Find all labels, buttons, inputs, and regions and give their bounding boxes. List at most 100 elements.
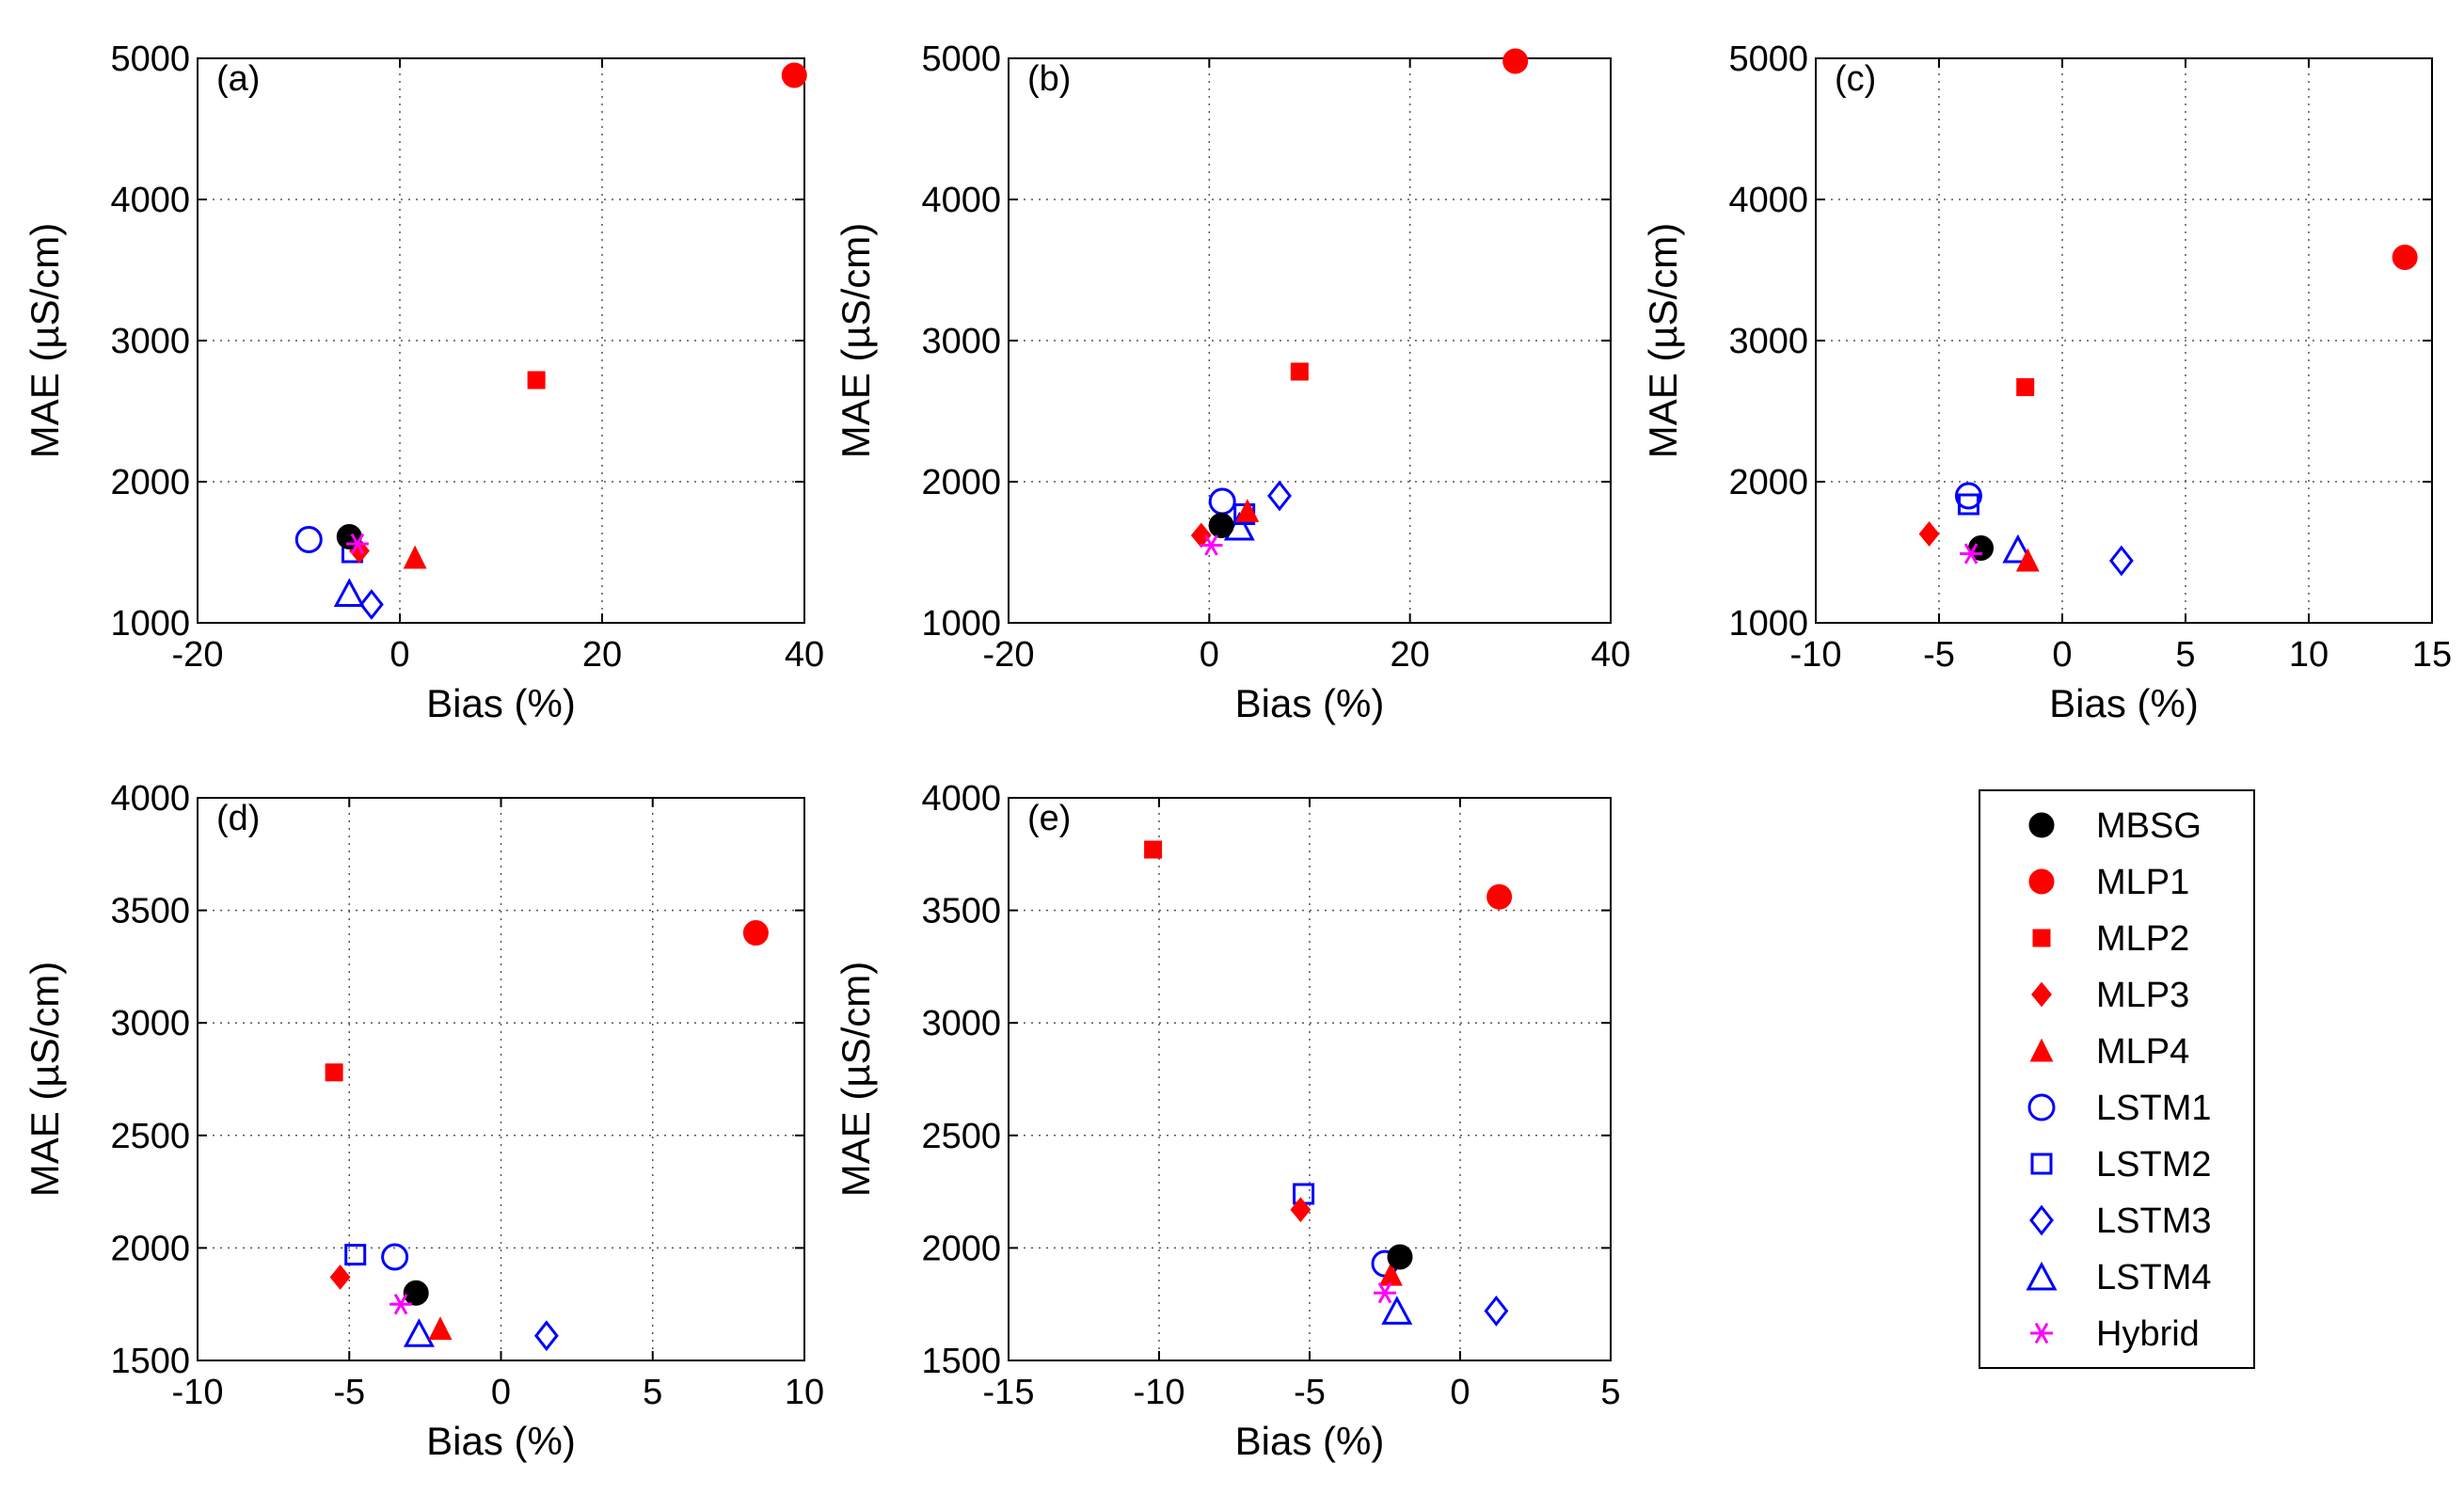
plot-frame [1008,797,1612,1361]
point-hybrid [345,533,369,555]
point-lstm3 [358,589,384,620]
x-tick-label: -15 [983,1373,1035,1412]
y-tick-label: 3000 [110,322,190,361]
point-mbsg [1387,1244,1413,1270]
y-tick-label: 4000 [921,779,1001,819]
y-tick-label: 1000 [110,604,190,644]
x-tick-label: 10 [785,1373,824,1412]
legend-item-lstm2: LSTM2 [2030,1145,2211,1185]
point-mlp1 [742,920,769,946]
y-tick-label: 2000 [1728,463,1808,502]
y-tick-label: 5000 [921,40,1001,79]
y-axis-label: MAE (µS/cm) [834,223,878,459]
panel-b: -20 0 20 40 1000 2000 3000 4000 5000 (b) Bias (%) M… [834,40,1630,725]
point-lstm4 [333,578,365,607]
x-tick-label: -20 [983,635,1035,675]
x-tick-label: 5 [643,1373,662,1412]
x-tick-label: 0 [491,1373,511,1412]
point-mlp4 [428,1316,453,1341]
point-lstm4 [403,1318,435,1347]
legend-item-lstm1: LSTM1 [2027,1089,2211,1128]
legend-marker-mlp4 [2029,1038,2054,1062]
x-tick-label: 0 [389,635,409,675]
x-tick-label: -5 [333,1373,365,1412]
point-mlp4 [2015,548,2040,572]
legend-marker-mlp1 [2028,868,2055,895]
legend-label: MLP3 [2096,976,2189,1015]
point-lstm3 [533,1320,559,1352]
point-hybrid [1374,1282,1396,1304]
x-tick-label: 5 [2175,635,2195,675]
legend-label: MLP2 [2096,919,2189,959]
panel-a: -20 0 20 40 1000 2000 3000 4000 5000 (a) Bias (%) M… [23,40,824,725]
x-axis-label: Bias (%) [426,1419,576,1463]
legend-item-hybrid: Hybrid [2030,1314,2200,1354]
legend-marker-lstm4 [2026,1261,2058,1291]
x-tick-label: -10 [1790,635,1842,675]
legend-item-mlp1: MLP1 [2028,863,2189,902]
legend-item-mlp3: MLP3 [2031,976,2189,1015]
x-tick-label: -5 [1923,635,1955,675]
legend-box [1979,789,2255,1369]
legend: MBSG MLP1 MLP2 MLP3 MLP4 LSTM1 LSTM2 LSTM3 LSTM4… [1979,789,2255,1369]
point-mlp2 [325,1063,343,1082]
panel-label: (e) [1027,799,1071,838]
panel-label: (d) [216,799,260,838]
legend-item-mlp4: MLP4 [2029,1032,2189,1072]
point-hybrid [1960,543,1983,565]
y-axis-label: MAE (µS/cm) [23,223,67,459]
y-tick-label: 3000 [110,1004,190,1043]
legend-marker-hybrid [2030,1322,2053,1344]
legend-marker-mlp2 [2032,929,2051,947]
x-tick-label: -10 [1134,1373,1185,1412]
x-tick-label: 5 [1600,1373,1620,1412]
legend-label: MLP1 [2096,863,2189,902]
y-tick-label: 2000 [921,463,1001,502]
x-axis-label: Bias (%) [1235,1419,1385,1463]
y-tick-label: 2500 [110,1117,190,1156]
point-lstm3 [2108,545,2134,577]
x-tick-label: 20 [1391,635,1430,675]
y-axis-label: MAE (µS/cm) [834,962,878,1198]
legend-label: MLP4 [2096,1032,2189,1072]
x-tick-label: 0 [2052,635,2072,675]
point-lstm1 [381,1243,409,1271]
panel-label: (b) [1027,59,1071,99]
x-axis-label: Bias (%) [2049,681,2199,725]
point-lstm3 [1267,480,1292,512]
legend-item-lstm4: LSTM4 [2026,1258,2211,1297]
y-tick-label: 4000 [921,181,1001,220]
point-mbsg [403,1280,429,1306]
legend-item-lstm3: LSTM3 [2029,1201,2211,1241]
y-tick-label: 3000 [1728,322,1808,361]
y-tick-label: 3500 [921,892,1001,931]
legend-label: LSTM1 [2096,1089,2211,1128]
legend-label: LSTM4 [2096,1258,2211,1297]
plot-frame [197,797,805,1361]
y-tick-label: 3000 [921,1004,1001,1043]
legend-label: MBSG [2096,806,2202,846]
point-mlp3 [1290,1197,1311,1223]
legend-marker-mbsg [2028,812,2055,838]
legend-label: LSTM2 [2096,1145,2211,1185]
plot-frame [1008,57,1612,624]
x-tick-label: 15 [2412,635,2452,675]
point-mlp1 [2392,245,2418,270]
legend-marker-lstm1 [2027,1093,2056,1121]
point-lstm1 [1954,482,1982,510]
y-tick-label: 3500 [110,892,190,931]
panel-label: (a) [216,59,260,99]
y-tick-label: 1000 [1728,604,1808,644]
y-tick-label: 4000 [1728,181,1808,220]
x-tick-label: 10 [2289,635,2329,675]
y-tick-label: 1500 [921,1342,1001,1381]
point-mlp3 [329,1264,351,1290]
point-mlp1 [1502,48,1529,74]
point-mlp2 [1144,840,1163,859]
panel-label: (c) [1835,59,1876,99]
y-tick-label: 4000 [110,779,190,819]
legend-label: LSTM3 [2096,1201,2211,1241]
x-tick-label: 40 [785,635,824,675]
y-tick-label: 4000 [110,181,190,220]
